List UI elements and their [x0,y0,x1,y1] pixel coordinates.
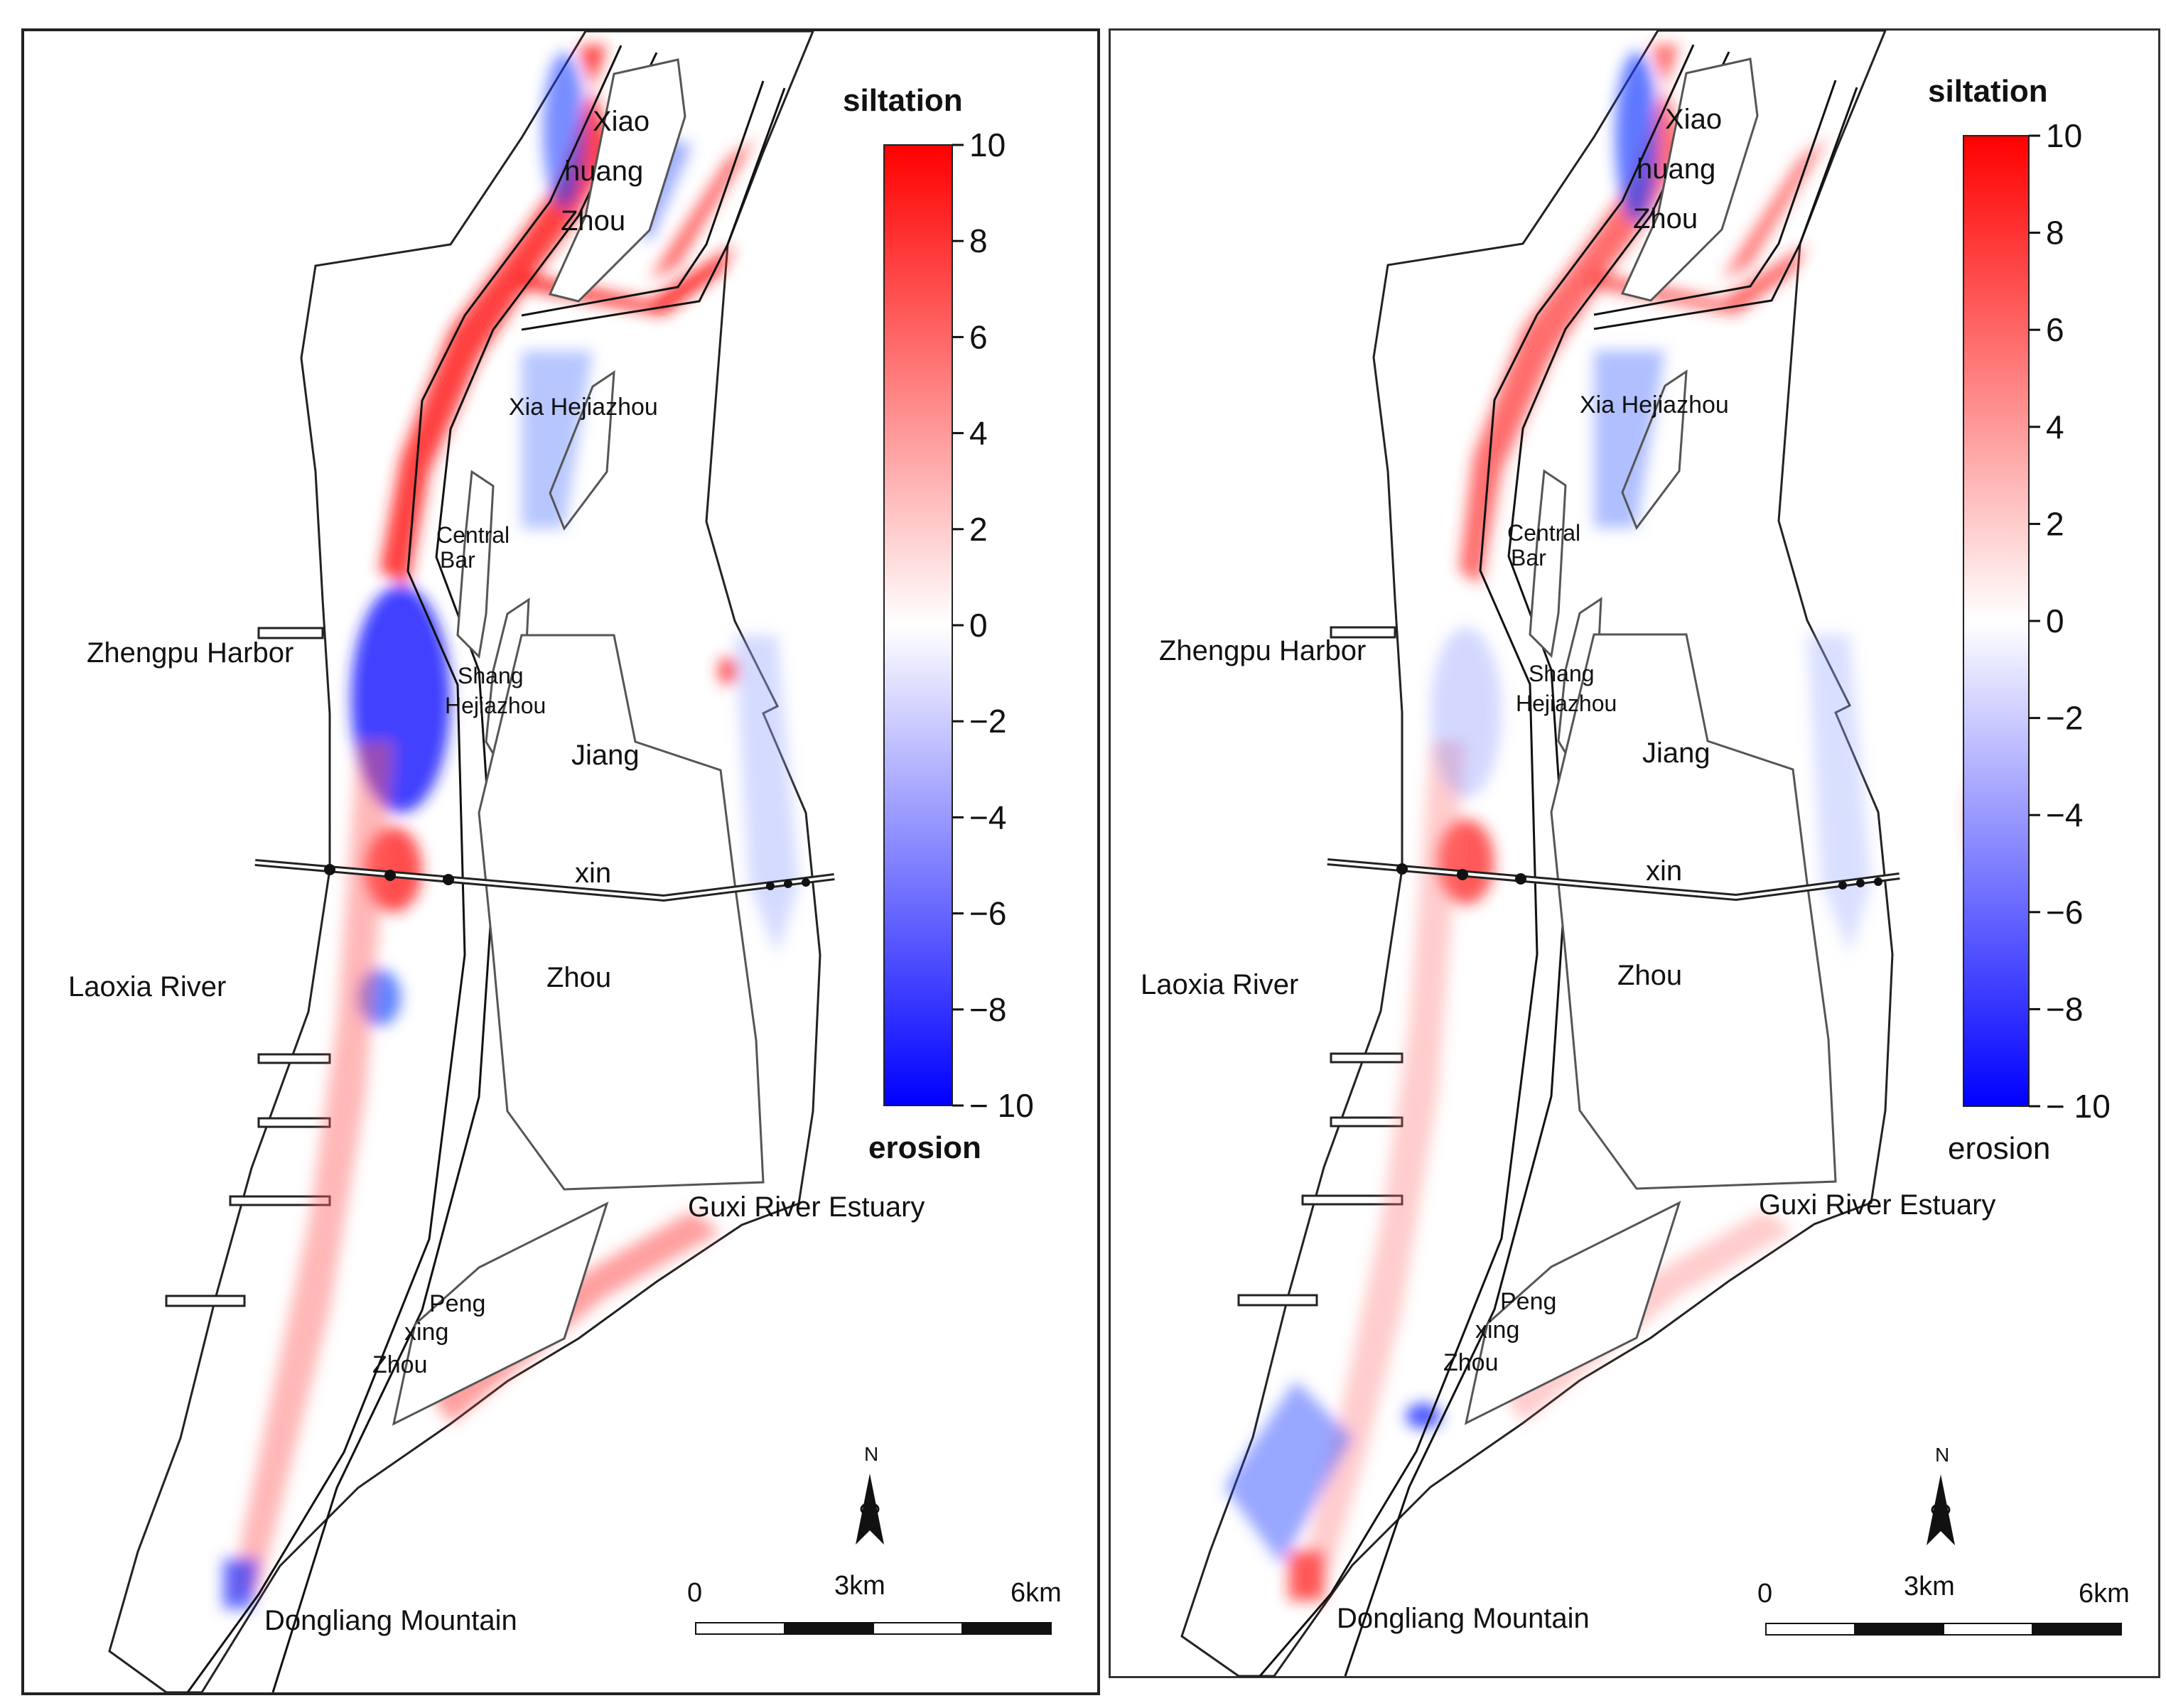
label-jiang: Jiang [1642,737,1710,769]
label-hejiazhou: Hejiazhou [1516,691,1617,716]
scale-label-3km: 3km [834,1571,885,1601]
label-guxi-river-estuary: Guxi River Estuary [688,1191,925,1223]
colorbar-siltation-label: siltation [843,83,963,118]
colorbar-tick-label: −6 [969,895,1006,932]
colorbar-ticks: 10 8 6 4 2 0 −2 −4 −6 −8 − 10 [952,126,1034,1124]
map-left-svg: Xiao huang Zhou Xia Hejiazhou Central Ba… [68,30,1062,1694]
north-arrow-label: N [864,1443,878,1465]
colorbar-tick-label: −2 [969,703,1006,740]
label-central: Central [1507,520,1580,546]
scale-label-6km: 6km [2079,1579,2130,1609]
colorbar-tick-label: 0 [2046,602,2064,639]
label-peng: Peng [1500,1288,1556,1315]
colorbar: siltation 10 8 6 4 2 0 −2 −4 −6 −8 − 10 erosion [1928,74,2111,1166]
label-zhengpu-harbor: Zhengpu Harbor [87,637,293,669]
colorbar-gradient [883,144,953,1106]
colorbar-tick-label: 6 [2046,311,2064,348]
scale-label-3km: 3km [1904,1572,1955,1601]
label-jiang: Jiang [571,740,640,771]
colorbar-tick-label: −2 [2046,700,2083,737]
north-arrow-icon [1927,1474,1955,1545]
place-labels: Xiao huang Zhou Xia Hejiazhou Central Ba… [68,106,925,1636]
label-zhou-top: Zhou [1633,203,1698,234]
river-bank-outline [1180,29,1894,1677]
colorbar-erosion-label: erosion [868,1130,981,1165]
map-right-svg: Xiao huang Zhou Xia Hejiazhou Central Ba… [1141,29,2130,1677]
scale-bar: 0 3km 6km [687,1571,1062,1635]
label-xiao: Xiao [1665,104,1722,135]
colorbar-tick-label: 4 [2046,409,2064,445]
scale-label-6km: 6km [1011,1578,1062,1608]
label-zhou-low: Zhou [1443,1349,1499,1376]
scale-label-0: 0 [687,1578,702,1608]
north-arrow: N [1927,1444,1955,1545]
map-panel-right: Xiao huang Zhou Xia Hejiazhou Central Ba… [1109,28,2160,1678]
colorbar-tick-label: − 10 [2046,1088,2111,1125]
label-huang: huang [1637,153,1715,185]
north-arrow-label: N [1935,1444,1949,1466]
label-shang: Shang [458,663,524,688]
label-laoxia-river: Laoxia River [1141,969,1298,1000]
label-xing: xing [404,1319,448,1346]
label-zhengpu-harbor: Zhengpu Harbor [1159,635,1366,666]
colorbar-tick-label: 8 [969,222,988,259]
label-xin: xin [1646,855,1682,887]
colorbar-tick-label: 4 [969,415,988,452]
scale-label-0: 0 [1757,1579,1772,1609]
colorbar-erosion-label: erosion [1948,1131,2050,1166]
north-arrow-icon [856,1474,884,1545]
colorbar-tick-label: −8 [969,991,1006,1028]
groynes [165,627,331,1307]
label-xia-hejiazhou: Xia Hejiazhou [1580,391,1729,418]
label-hejiazhou: Hejiazhou [445,693,546,718]
river-bank-outline [108,30,821,1694]
colorbar-tick-label: 2 [969,511,988,548]
label-dongliang-mountain: Dongliang Mountain [1337,1603,1590,1634]
colorbar-tick-label: 6 [969,318,988,355]
label-bar: Bar [440,547,475,573]
colorbar-ticks: 10 8 6 4 2 0 −2 −4 −6 −8 − 10 [2029,117,2111,1125]
label-laoxia-river: Laoxia River [68,971,226,1002]
colorbar-tick-label: 10 [969,126,1006,163]
label-bar: Bar [1511,545,1546,571]
navigation-channel [1259,44,1858,1677]
label-central: Central [436,522,510,548]
bridge-line [1327,858,1900,902]
label-zhou-low: Zhou [372,1351,428,1378]
bridge-line [254,859,835,902]
navigation-channel [186,45,786,1693]
islands [392,58,765,1426]
islands [1464,58,1837,1425]
label-xia-hejiazhou: Xia Hejiazhou [509,394,658,421]
colorbar-tick-label: 0 [969,607,988,644]
label-xing: xing [1475,1317,1519,1344]
colorbar-tick-label: −4 [969,799,1006,836]
label-guxi-river-estuary: Guxi River Estuary [1759,1189,1995,1221]
scale-bar: 0 3km 6km [1757,1572,2130,1636]
label-xiao: Xiao [593,106,650,137]
label-huang: huang [564,156,643,187]
colorbar: siltation 10 8 6 4 2 0 −2 −4 −6 −8 − 10 erosion [843,83,1034,1165]
north-arrow: N [856,1443,884,1545]
colorbar-gradient [1963,135,2030,1107]
label-shang: Shang [1529,661,1595,686]
label-zhou-mid: Zhou [1617,960,1682,991]
colorbar-tick-label: −8 [2046,990,2083,1027]
label-xin: xin [575,858,611,889]
groynes [1237,626,1403,1307]
label-zhou-mid: Zhou [546,962,611,993]
colorbar-tick-label: − 10 [969,1087,1034,1124]
colorbar-tick-label: −4 [2046,796,2083,833]
colorbar-tick-label: 2 [2046,505,2064,542]
label-zhou-top: Zhou [561,205,625,237]
colorbar-tick-label: −6 [2046,894,2083,931]
colorbar-siltation-label: siltation [1928,74,2048,109]
label-dongliang-mountain: Dongliang Mountain [264,1605,517,1636]
place-labels: Xiao huang Zhou Xia Hejiazhou Central Ba… [1141,104,1995,1634]
colorbar-tick-label: 8 [2046,215,2064,252]
label-peng: Peng [429,1290,485,1317]
colorbar-tick-label: 10 [2046,117,2082,154]
map-panel-left: Xiao huang Zhou Xia Hejiazhou Central Ba… [21,28,1100,1695]
